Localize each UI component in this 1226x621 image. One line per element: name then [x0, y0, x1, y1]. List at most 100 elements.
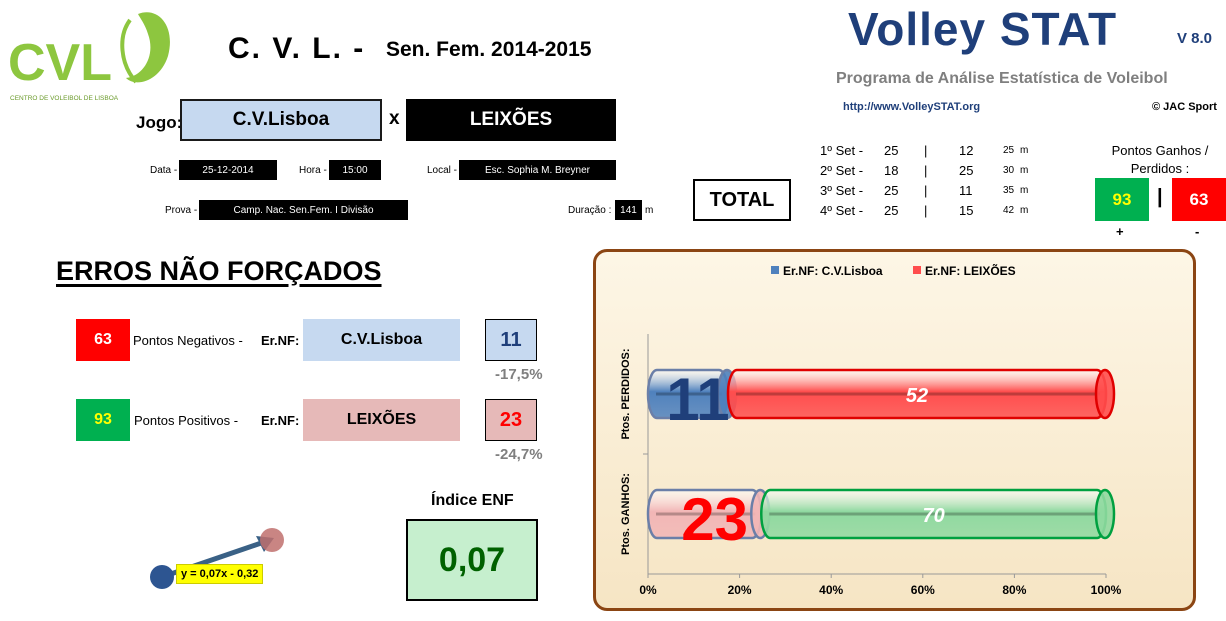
- legend-label: Er.NF: LEIXÕES: [925, 263, 1016, 278]
- set-home-score: 18: [884, 163, 899, 178]
- set-duration: 42: [1003, 205, 1015, 216]
- category-label: Ptos. GANHOS:: [620, 473, 632, 555]
- set-name: 3º Set -: [820, 183, 864, 198]
- set-duration-unit: m: [1020, 165, 1029, 176]
- plus-sign: +: [1116, 224, 1124, 239]
- data-label: 70: [923, 505, 945, 527]
- date-label: Data -: [150, 165, 178, 176]
- points-label: Pontos Ganhos / Perdidos :: [1100, 142, 1220, 178]
- time-label: Hora -: [299, 165, 327, 176]
- date-field[interactable]: 25-12-2014: [179, 160, 277, 180]
- points-label-line1: Pontos Ganhos /: [1111, 143, 1209, 158]
- legend-label: Er.NF: C.V.Lisboa: [783, 264, 883, 278]
- versus-label: x: [389, 108, 400, 129]
- chart-frame: [593, 249, 1196, 611]
- app-subtitle: Programa de Análise Estatística de Volei…: [836, 70, 1168, 87]
- jogo-label: Jogo:: [136, 113, 183, 132]
- category-label: Ptos. PERDIDOS:: [620, 348, 632, 439]
- bar-end-cap: [1094, 368, 1116, 420]
- ernf-label-home: Er.NF:: [261, 333, 300, 348]
- cvl-logo: CVL CENTRO DE VOLEIBOL DE LISBOA: [8, 12, 170, 102]
- errors-title: ERROS NÃO FORÇADOS: [56, 256, 382, 286]
- set-away-score: 15: [959, 203, 974, 218]
- set-home-score: 25: [884, 203, 899, 218]
- set-separator: |: [924, 163, 928, 178]
- set-duration-unit: m: [1020, 145, 1029, 156]
- minus-sign: -: [1195, 224, 1200, 239]
- positive-points-box: 93: [76, 399, 130, 441]
- app-title: Volley STAT: [848, 3, 1118, 55]
- ernf-away-team: LEIXÕES: [303, 399, 460, 441]
- set-name: 4º Set -: [820, 203, 864, 218]
- set-row: 1º Set - 25 | 12 25 m: [820, 143, 1040, 161]
- time-field[interactable]: 15:00: [329, 160, 381, 180]
- away-errors-box: 23: [485, 399, 537, 441]
- trend-start-point: [150, 565, 174, 589]
- set-separator: |: [924, 203, 928, 218]
- trend-end-point: [260, 528, 284, 552]
- points-separator: |: [1157, 186, 1163, 208]
- logo-text: CVL: [8, 34, 112, 92]
- enf-index-label: Índice ENF: [431, 492, 514, 509]
- x-tick-label: 100%: [1091, 583, 1122, 597]
- points-label-line2: Perdidos :: [1130, 161, 1190, 176]
- legend-swatch: [771, 266, 779, 274]
- x-tick-label: 20%: [728, 583, 752, 597]
- errors-chart: Er.NF: C.V.Lisboa Er.NF: LEIXÕES 0% 20% 40%…: [620, 263, 1122, 597]
- total-button[interactable]: TOTAL: [693, 179, 791, 221]
- ernf-home-team: C.V.Lisboa: [303, 319, 460, 361]
- points-won-box: 93: [1095, 178, 1149, 221]
- home-team-field[interactable]: C.V.Lisboa: [180, 99, 382, 141]
- set-away-score: 25: [959, 163, 974, 178]
- set-row: 3º Set - 25 | 11 35 m: [820, 183, 1040, 201]
- set-duration: 25: [1003, 145, 1015, 156]
- duration-unit: m: [645, 205, 654, 216]
- venue-field[interactable]: Esc. Sophia M. Breyner: [459, 160, 616, 180]
- set-home-score: 25: [884, 183, 899, 198]
- x-tick-label: 0%: [639, 583, 657, 597]
- points-lost-box: 63: [1172, 178, 1226, 221]
- team-title: C. V. L. -: [228, 32, 366, 65]
- ernf-label-away: Er.NF:: [261, 413, 300, 428]
- negative-points-label: Pontos Negativos -: [133, 333, 243, 348]
- x-tick-label: 40%: [819, 583, 843, 597]
- set-away-score: 11: [959, 183, 973, 198]
- negative-points-box: 63: [76, 319, 130, 361]
- set-name: 2º Set -: [820, 163, 864, 178]
- enf-index-value: 0,07: [406, 519, 538, 601]
- copyright: © JAC Sport: [1152, 101, 1217, 113]
- trend-graphic: [150, 528, 284, 589]
- x-tick-label: 60%: [911, 583, 935, 597]
- duration-label: Duração :: [568, 205, 612, 216]
- bar-end-cap: [1094, 488, 1116, 540]
- logo-subtitle: CENTRO DE VOLEIBOL DE LISBOA: [10, 95, 119, 102]
- set-row: 2º Set - 18 | 25 30 m: [820, 163, 1040, 181]
- set-separator: |: [924, 183, 928, 198]
- trend-equation: y = 0,07x - 0,32: [176, 564, 264, 584]
- home-errors-box: 11: [485, 319, 537, 361]
- app-version: V 8.0: [1177, 30, 1213, 47]
- away-team-field[interactable]: LEIXÕES: [406, 99, 616, 141]
- positive-points-label: Pontos Positivos -: [134, 413, 239, 428]
- home-errors-percent: -17,5%: [495, 366, 543, 383]
- competition-label: Prova -: [165, 205, 198, 216]
- data-label: 23: [681, 486, 748, 553]
- app-url-link[interactable]: http://www.VolleySTAT.org: [843, 101, 981, 113]
- data-label: 11: [666, 366, 729, 433]
- venue-label: Local -: [427, 165, 458, 176]
- set-duration: 30: [1003, 165, 1015, 176]
- set-duration: 35: [1003, 185, 1015, 196]
- competition-field[interactable]: Camp. Nac. Sen.Fem. I Divisão: [199, 200, 408, 220]
- legend-swatch: [913, 266, 921, 274]
- away-errors-percent: -24,7%: [495, 446, 543, 463]
- season-title: Sen. Fem. 2014-2015: [386, 38, 592, 61]
- set-duration-unit: m: [1020, 185, 1029, 196]
- set-separator: |: [924, 143, 928, 158]
- set-name: 1º Set -: [820, 143, 864, 158]
- data-label: 52: [906, 385, 928, 407]
- duration-field[interactable]: 141: [615, 200, 642, 220]
- set-row: 4º Set - 25 | 15 42 m: [820, 203, 1040, 221]
- set-away-score: 12: [959, 143, 974, 158]
- set-home-score: 25: [884, 143, 899, 158]
- set-duration-unit: m: [1020, 205, 1029, 216]
